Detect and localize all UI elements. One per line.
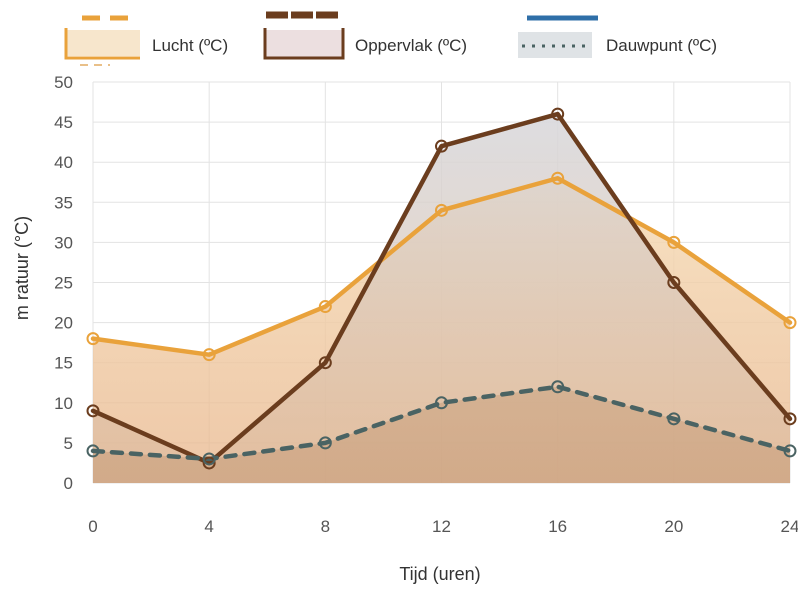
y-axis-ticks: 0 5 10 15 20 25 30 35 40 45 50 [54,73,73,493]
point-oppervlak[interactable] [551,107,565,121]
x-tick-label: 4 [204,517,213,536]
y-tick-label: 50 [54,73,73,92]
legend-swatch-oppervlak-border [263,28,345,60]
point-lucht[interactable] [783,316,797,330]
legend-item-lucht[interactable]: Lucht (ºC) [64,15,228,66]
series-areas [93,114,790,484]
y-tick-label: 15 [54,354,73,373]
series-lines [90,111,793,466]
line-oppervlak [90,111,793,466]
x-tick-label: 24 [781,517,798,536]
x-axis-ticks: 0 4 8 12 16 20 24 [88,517,798,536]
y-tick-label: 40 [54,153,73,172]
y-axis-title: m ratuur (°C) [12,216,32,320]
x-tick-label: 8 [321,517,330,536]
y-tick-label: 20 [54,314,73,333]
point-oppervlak[interactable] [435,139,448,153]
point-oppervlak[interactable] [86,404,100,418]
y-tick-label: 0 [64,474,73,493]
point-oppervlak[interactable] [783,412,797,426]
legend-swatch-lucht-border [64,28,140,60]
line-lucht [90,175,793,357]
point-dauwpunt[interactable] [202,452,216,466]
point-dauwpunt[interactable] [667,412,681,426]
point-oppervlak[interactable] [202,456,216,470]
point-lucht[interactable] [551,171,565,185]
x-tick-label: 20 [664,517,683,536]
point-dauwpunt[interactable] [435,396,448,410]
x-axis-title: Tijd (uren) [399,564,480,584]
line-dauwpunt [90,384,793,462]
series-points [86,107,797,470]
legend-item-oppervlak[interactable]: Oppervlak (ºC) [263,11,467,60]
x-tick-label: 12 [432,517,451,536]
point-lucht[interactable] [86,332,100,346]
y-tick-label: 35 [54,193,73,212]
y-tick-label: 25 [54,274,73,293]
point-lucht[interactable] [202,348,216,362]
y-tick-label: 45 [54,113,73,132]
point-dauwpunt[interactable] [551,380,565,394]
point-dauwpunt[interactable] [318,436,332,450]
legend: Lucht (ºC) Oppervlak (ºC) Dauwpunt (ºC) [64,11,717,66]
point-lucht[interactable] [435,203,448,217]
legend-swatch-oppervlak [265,30,343,58]
point-lucht[interactable] [318,300,332,314]
point-lucht[interactable] [667,235,681,249]
x-tick-label: 0 [88,517,97,536]
y-tick-label: 30 [54,233,73,252]
point-dauwpunt[interactable] [86,444,100,458]
legend-label-oppervlak: Oppervlak (ºC) [355,36,467,55]
point-oppervlak[interactable] [318,356,332,370]
legend-item-dauwpunt[interactable]: Dauwpunt (ºC) [518,15,717,58]
y-tick-label: 10 [54,394,73,413]
x-tick-label: 16 [548,517,567,536]
area-dauwpunt [93,386,790,483]
legend-label-lucht: Lucht (ºC) [152,36,228,55]
legend-swatch-lucht [66,30,140,56]
area-oppervlak [93,114,790,483]
legend-label-dauwpunt: Dauwpunt (ºC) [606,36,717,55]
point-oppervlak[interactable] [667,276,681,289]
y-tick-label: 5 [64,434,73,453]
point-dauwpunt[interactable] [783,444,797,458]
